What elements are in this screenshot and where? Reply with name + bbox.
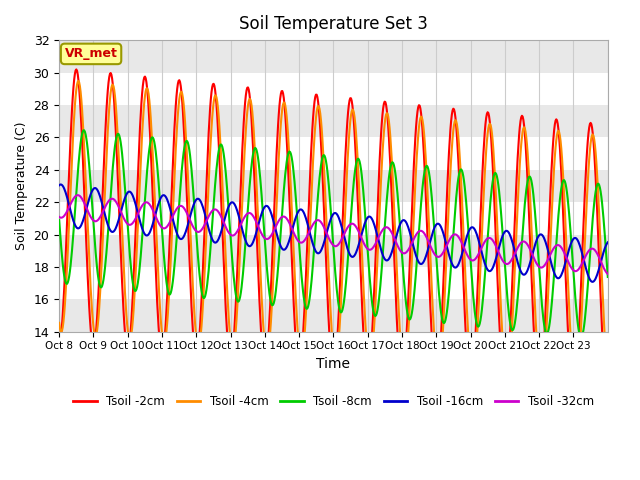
Line: Tsoil -8cm: Tsoil -8cm [59,130,608,337]
Tsoil -8cm [391,166,399,171]
Tsoil -2cm [604,397,612,403]
Tsoil -16cm [604,240,612,245]
Tsoil -16cm [55,182,63,188]
Line: Tsoil -32cm: Tsoil -32cm [59,195,608,274]
Text: VR_met: VR_met [65,48,118,60]
Bar [59,105,608,137]
Tsoil -16cm [57,181,65,187]
Bar [59,300,608,332]
Legend: Tsoil -2cm, Tsoil -4cm, Tsoil -8cm, Tsoil -16cm, Tsoil -32cm: Tsoil -2cm, Tsoil -4cm, Tsoil -8cm, Tsoi… [68,390,598,413]
Tsoil -16cm [589,279,596,285]
Line: Tsoil -2cm: Tsoil -2cm [59,70,608,400]
Tsoil -32cm [55,214,63,220]
Tsoil -8cm [120,175,128,181]
Tsoil -32cm [221,223,229,228]
Tsoil -8cm [221,163,229,168]
Tsoil -2cm [72,67,80,72]
Tsoil -32cm [422,232,429,238]
Tsoil -4cm [75,78,83,84]
Tsoil -16cm [248,241,256,247]
Tsoil -8cm [422,165,429,171]
Tsoil -4cm [391,216,399,222]
Bar [59,40,608,72]
Tsoil -8cm [269,302,277,308]
Tsoil -32cm [604,271,612,277]
Line: Tsoil -4cm: Tsoil -4cm [59,81,608,385]
Tsoil -8cm [79,127,87,133]
Tsoil -4cm [120,276,128,282]
Tsoil -32cm [391,236,399,242]
Tsoil -16cm [391,240,399,245]
Tsoil -4cm [221,243,229,249]
Tsoil -4cm [55,320,63,326]
Tsoil -4cm [422,149,429,155]
Tsoil -2cm [248,130,256,135]
Tsoil -8cm [248,156,256,162]
Y-axis label: Soil Temperature (C): Soil Temperature (C) [15,121,28,250]
Tsoil -8cm [577,335,585,340]
Bar [59,235,608,267]
Tsoil -16cm [422,255,429,261]
Tsoil -4cm [572,383,579,388]
Tsoil -2cm [269,236,277,241]
Tsoil -2cm [55,340,63,346]
Tsoil -8cm [604,274,612,280]
Tsoil -4cm [248,109,256,115]
Bar [59,170,608,202]
Tsoil -32cm [269,229,277,235]
Tsoil -8cm [55,217,63,223]
X-axis label: Time: Time [316,357,351,371]
Tsoil -32cm [120,216,128,222]
Tsoil -2cm [120,320,128,325]
Tsoil -4cm [604,377,612,383]
Line: Tsoil -16cm: Tsoil -16cm [59,184,608,282]
Tsoil -32cm [74,192,81,198]
Tsoil -4cm [269,280,277,286]
Tsoil -2cm [422,182,429,188]
Tsoil -16cm [221,215,229,220]
Tsoil -2cm [391,266,399,272]
Tsoil -16cm [120,197,128,203]
Tsoil -2cm [221,293,229,299]
Tsoil -16cm [269,216,277,222]
Tsoil -32cm [248,212,256,218]
Title: Soil Temperature Set 3: Soil Temperature Set 3 [239,15,428,33]
